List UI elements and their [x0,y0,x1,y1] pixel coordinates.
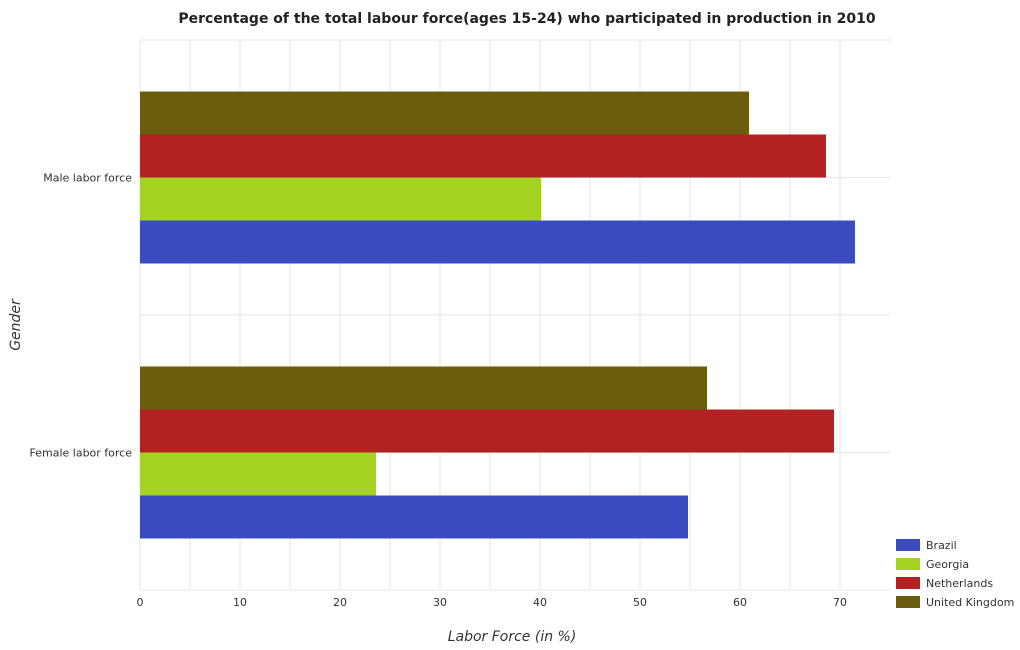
legend-label: United Kingdom [926,596,1014,609]
bar-united-kingdom-1 [140,91,749,135]
x-tick-label: 40 [533,596,547,609]
legend-label: Netherlands [926,577,993,590]
x-tick-label: 20 [333,596,347,609]
chart-title: Percentage of the total labour force(age… [178,11,876,27]
bar-united-kingdom-0 [140,366,707,410]
y-tick-label: Male labor force [43,172,132,185]
bar-georgia-0 [140,452,376,496]
legend-swatch [896,558,920,570]
x-tick-label: 60 [733,596,747,609]
bar-netherlands-0 [140,409,834,453]
y-tick-label: Female labor force [30,447,133,460]
x-axis-label: Labor Force (in %) [448,629,577,645]
bar-brazil-0 [140,495,688,539]
bars [140,91,855,539]
legend-swatch [896,577,920,589]
legend: Brazil Georgia Netherlands United Kingdom [896,539,1014,609]
legend-label: Georgia [926,558,969,571]
y-tick-labels: Female labor force Male labor force [30,172,133,460]
y-axis-label: Gender [8,298,24,351]
bar-netherlands-1 [140,134,826,178]
x-tick-label: 0 [137,596,144,609]
x-tick-label: 30 [433,596,447,609]
legend-swatch [896,596,920,608]
legend-swatch [896,539,920,551]
x-tick-label: 50 [633,596,647,609]
legend-label: Brazil [926,539,957,552]
x-tick-labels: 0 10 20 30 40 50 60 70 [137,596,848,609]
x-tick-label: 10 [233,596,247,609]
x-tick-label: 70 [833,596,847,609]
bar-brazil-1 [140,220,855,264]
bar-georgia-1 [140,177,541,221]
